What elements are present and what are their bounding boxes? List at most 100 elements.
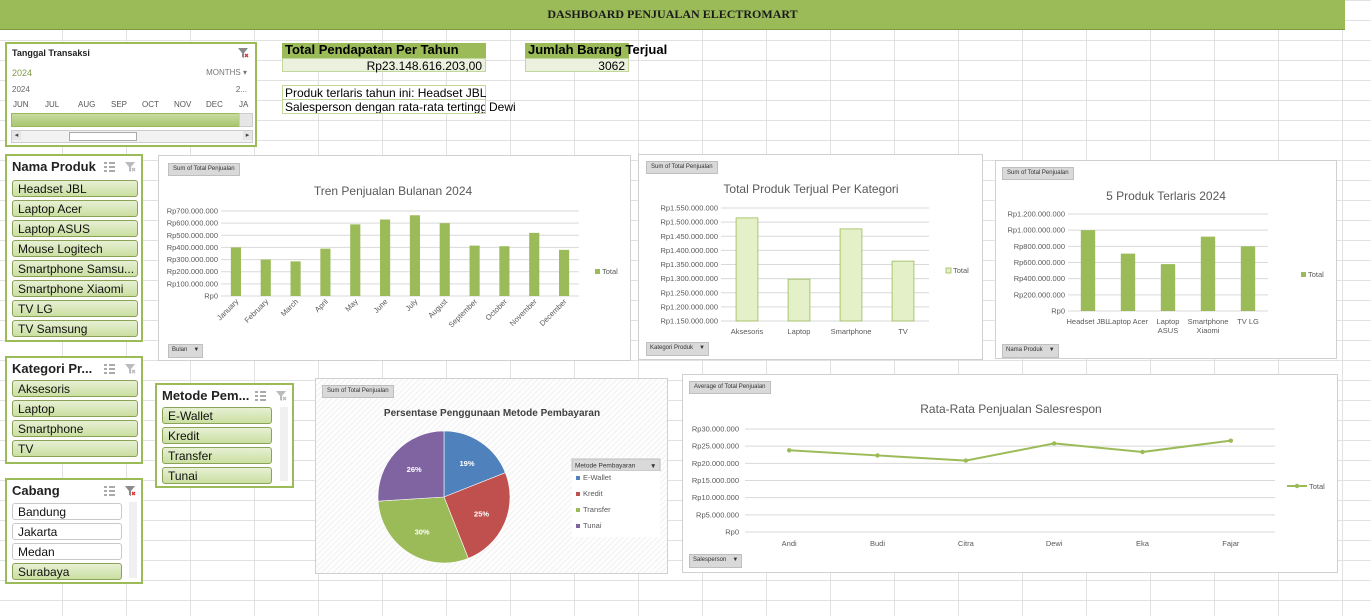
timeline-slicer[interactable]: Tanggal Transaksi 2024 MONTHS ▾ 2024 2..…: [5, 42, 257, 147]
slicer-item[interactable]: Bandung: [12, 503, 122, 520]
timeline-scrollbar[interactable]: ◂ ▸: [11, 130, 253, 143]
legend-title: Metode Pembayaran: [575, 463, 636, 470]
x-tick-label: Citra: [958, 539, 975, 548]
clear-filter-icon[interactable]: [124, 161, 137, 173]
slicer-cabang: Cabang Bandung Jakarta Medan Surabaya: [5, 478, 143, 584]
slicer-item[interactable]: Smartphone Xiaomi: [12, 280, 138, 297]
x-tick-label: September: [447, 297, 480, 330]
timeline-month[interactable]: JUL: [45, 100, 60, 109]
best-sales-text[interactable]: Salesperson dengan rata-rata tertinggi:: [282, 99, 486, 114]
clear-filter-icon[interactable]: [237, 47, 249, 59]
pivot-value-chip[interactable]: Sum of Total Penjualan: [1002, 167, 1074, 180]
slicer-item[interactable]: Laptop ASUS: [12, 220, 138, 237]
data-point: [1140, 449, 1145, 455]
chart-salesperson-average[interactable]: Average of Total Penjualan Salesperson ▼ …: [682, 374, 1338, 573]
slicer-title: Nama Produk: [12, 159, 96, 174]
multi-select-icon[interactable]: [103, 363, 116, 375]
pivot-field-button[interactable]: Kategori Produk ▼: [646, 342, 709, 356]
slicer-item[interactable]: Smartphone: [12, 420, 138, 437]
chart-monthly-sales[interactable]: Sum of Total Penjualan Bulan ▼ Tren Penju…: [158, 155, 631, 361]
bar: [735, 217, 759, 322]
slicer-item[interactable]: Transfer: [162, 447, 272, 464]
legend-label: E-Wallet: [583, 473, 612, 482]
slicer-item[interactable]: Kredit: [162, 427, 272, 444]
best-product-text[interactable]: Produk terlaris tahun ini: Headset JBL: [282, 85, 486, 100]
timeline-selection-bar[interactable]: [11, 113, 241, 127]
timeline-scroll-thumb[interactable]: [69, 132, 137, 141]
timeline-month[interactable]: SEP: [111, 100, 128, 109]
pivot-value-chip[interactable]: Sum of Total Penjualan: [646, 161, 718, 174]
x-tick-label: Headset JBL: [1067, 317, 1110, 326]
slicer-item[interactable]: Mouse Logitech: [12, 240, 138, 257]
x-tick-label: January: [215, 297, 240, 322]
y-tick-label: Rp1.500.000.000: [660, 218, 718, 227]
chevron-down-icon: ▾: [242, 68, 247, 77]
slicer-item[interactable]: TV LG: [12, 300, 138, 317]
pivot-field-button[interactable]: Nama Produk ▼: [1002, 344, 1059, 358]
pivot-value-chip[interactable]: Average of Total Penjualan: [689, 381, 771, 394]
y-tick-label: Rp0: [1051, 307, 1065, 316]
x-tick-label: May: [343, 297, 360, 314]
chart-payment-methods[interactable]: Sum of Total Penjualan Persentase Penggu…: [315, 378, 668, 574]
x-tick-label: June: [372, 297, 390, 315]
multi-select-icon[interactable]: [103, 161, 116, 173]
x-tick-label: Laptop: [1157, 317, 1180, 326]
slicer-item[interactable]: Laptop Acer: [12, 200, 138, 217]
timeline-month[interactable]: JUN: [13, 100, 29, 109]
slicer-item[interactable]: TV: [12, 440, 138, 457]
slicer-title: Cabang: [12, 483, 60, 498]
timeline-level-dropdown[interactable]: MONTHS ▾: [206, 68, 247, 77]
slicer-item[interactable]: Smartphone Samsu...: [12, 260, 138, 277]
timeline-month[interactable]: NOV: [174, 100, 192, 109]
slicer-item[interactable]: Laptop: [12, 400, 138, 417]
x-tick-label: Xiaomi: [1197, 326, 1220, 335]
slicer-item[interactable]: Aksesoris: [12, 380, 138, 397]
revenue-value[interactable]: Rp23.148.616.203,00: [282, 58, 486, 73]
bar: [290, 261, 301, 296]
timeline-unselected-bar[interactable]: [239, 113, 253, 127]
data-point: [1228, 438, 1234, 443]
x-tick-label: November: [508, 297, 539, 328]
clear-filter-icon[interactable]: [124, 363, 137, 375]
slicer-item[interactable]: E-Wallet: [162, 407, 272, 424]
x-tick-label: Aksesoris: [731, 327, 764, 336]
clear-filter-icon[interactable]: [124, 485, 137, 497]
timeline-month[interactable]: AUG: [78, 100, 96, 109]
y-tick-label: Rp400.000.000: [167, 243, 218, 252]
multi-select-icon[interactable]: [254, 390, 267, 402]
chart-top5-products[interactable]: Sum of Total Penjualan Nama Produk ▼ 5 Pr…: [995, 160, 1337, 359]
quantity-value[interactable]: 3062: [525, 58, 629, 73]
clear-filter-icon[interactable]: [275, 390, 288, 402]
slicer-scrollbar[interactable]: [129, 502, 137, 578]
legend-swatch: [576, 492, 580, 496]
pivot-field-button[interactable]: Salesperson ▼: [689, 554, 743, 568]
slicer-item[interactable]: Surabaya: [12, 563, 122, 580]
timeline-month[interactable]: OCT: [142, 100, 159, 109]
scroll-right-icon[interactable]: ▸: [243, 131, 252, 140]
pivot-value-chip[interactable]: Sum of Total Penjualan: [322, 385, 394, 398]
slicer-item[interactable]: Medan: [12, 543, 122, 560]
pie-slice: [377, 430, 445, 502]
multi-select-icon[interactable]: [103, 485, 116, 497]
y-tick-label: Rp800.000.000: [1014, 242, 1065, 251]
chart-category-sales[interactable]: Sum of Total Penjualan Kategori Produk ▼ …: [638, 154, 983, 360]
scroll-left-icon[interactable]: ◂: [12, 131, 21, 140]
x-tick-label: ASUS: [1158, 326, 1178, 335]
timeline-month[interactable]: JAN: [239, 100, 249, 109]
data-point: [963, 458, 969, 463]
dropdown-arrow-icon: ▼: [650, 463, 656, 470]
slicer-item[interactable]: Tunai: [162, 467, 272, 484]
slicer-item[interactable]: Headset JBL: [12, 180, 138, 197]
bar: [499, 246, 510, 296]
slicer-scrollbar[interactable]: [280, 407, 288, 481]
bar: [409, 215, 420, 296]
slicer-item[interactable]: Jakarta: [12, 523, 122, 540]
x-tick-label: TV: [898, 327, 908, 336]
timeline-year: 2024: [12, 68, 33, 78]
chart-plot: Persentase Penggunaan Metode Pembayaran 1…: [377, 408, 661, 564]
slicer-item[interactable]: TV Samsung: [12, 320, 138, 337]
timeline-month[interactable]: DEC: [206, 100, 223, 109]
chart-plot: Total Produk Terjual Per Kategori Rp1.150…: [660, 182, 969, 336]
pivot-field-button[interactable]: Bulan ▼: [168, 344, 204, 358]
pivot-value-chip[interactable]: Sum of Total Penjualan: [168, 163, 240, 176]
